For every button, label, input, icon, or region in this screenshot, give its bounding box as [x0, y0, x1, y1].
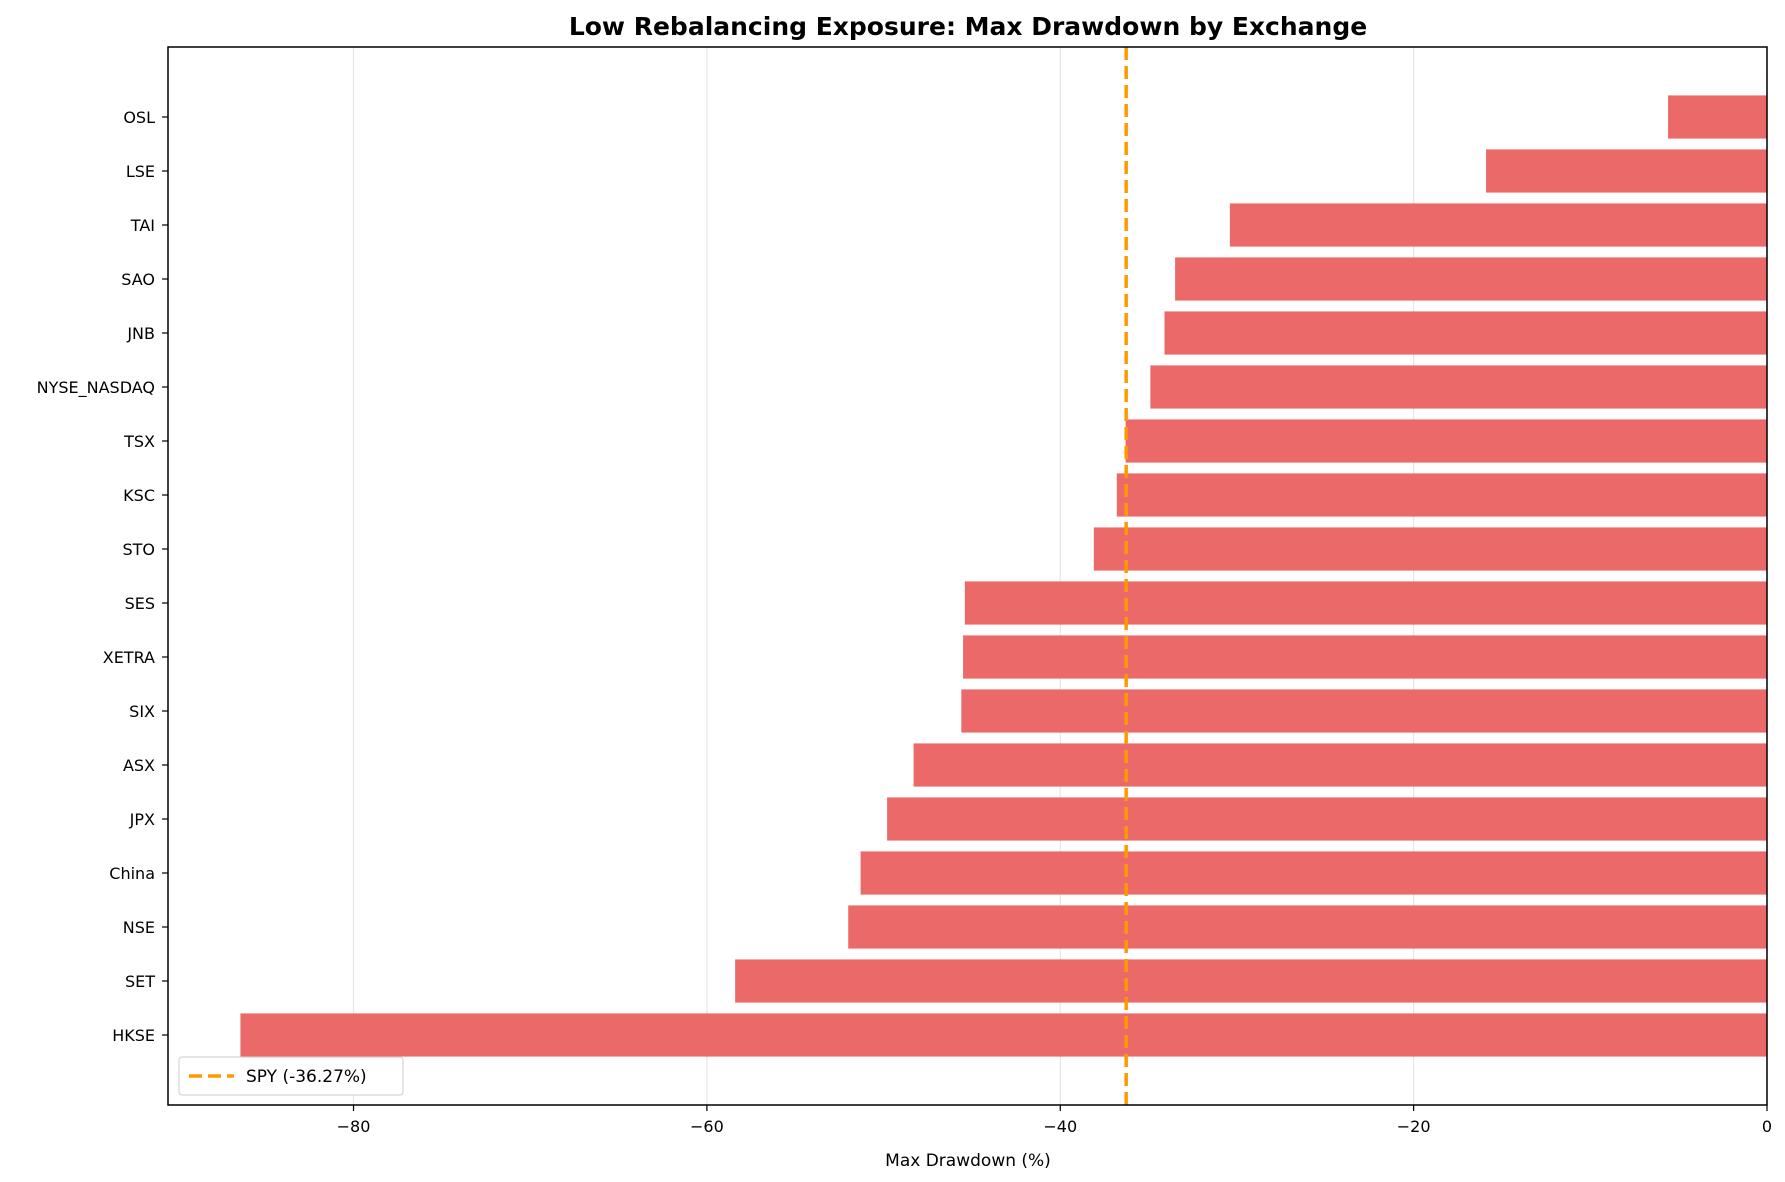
y-tick-label: NSE	[123, 918, 155, 937]
y-tick-label: NYSE_NASDAQ	[37, 378, 155, 398]
y-tick-label: SAO	[121, 270, 155, 289]
y-tick-label: KSC	[123, 486, 155, 505]
y-tick-label: ASX	[123, 756, 155, 775]
bar	[1175, 257, 1767, 301]
y-tick-label: TSX	[123, 432, 155, 451]
legend: SPY (-36.27%)	[178, 1056, 404, 1096]
bar	[1486, 149, 1767, 193]
y-tick-label: SET	[125, 972, 155, 991]
legend-box	[178, 1056, 404, 1096]
y-tick-label: OSL	[123, 108, 155, 127]
bars	[240, 95, 1767, 1057]
bar	[913, 743, 1767, 787]
y-tick-label: JPX	[129, 810, 155, 829]
x-tick-label: −60	[690, 1117, 724, 1136]
y-axis-ticks: OSL LSE TAI SAO JNB NYSE_NASDAQ TSX KSC STO SES XE…	[37, 108, 168, 1045]
bar	[848, 905, 1767, 949]
bar	[963, 635, 1767, 679]
bar	[961, 689, 1767, 733]
y-tick-label: JNB	[126, 324, 155, 343]
bar	[240, 1013, 1767, 1057]
bar	[887, 797, 1767, 841]
bar	[1164, 311, 1767, 355]
bar	[964, 581, 1767, 625]
x-tick-label: −40	[1043, 1117, 1077, 1136]
y-tick-label: HKSE	[112, 1026, 155, 1045]
bar	[1668, 95, 1767, 139]
x-axis-ticks: −80 −60 −40 −20 0	[337, 1105, 1772, 1136]
bar	[1093, 527, 1767, 571]
bar	[735, 959, 1767, 1003]
x-tick-label: −80	[337, 1117, 371, 1136]
chart-title: Low Rebalancing Exposure: Max Drawdown b…	[569, 12, 1367, 41]
legend-label-spy: SPY (-36.27%)	[246, 1067, 367, 1087]
bar	[1229, 203, 1767, 247]
y-tick-label: TAI	[130, 216, 155, 235]
bar	[1116, 473, 1767, 517]
plot-frame	[167, 46, 1768, 1106]
y-tick-label: SIX	[129, 702, 155, 721]
x-axis-label: Max Drawdown (%)	[885, 1151, 1051, 1171]
y-tick-label: XETRA	[103, 648, 155, 667]
y-tick-label: China	[109, 864, 155, 883]
y-tick-label: SES	[125, 594, 155, 613]
x-tick-label: 0	[1762, 1117, 1772, 1136]
x-tick-label: −20	[1397, 1117, 1431, 1136]
y-tick-label: LSE	[126, 162, 155, 181]
y-tick-label: STO	[122, 540, 155, 559]
bar	[860, 851, 1767, 895]
bar	[1150, 365, 1767, 409]
bar	[1125, 419, 1767, 463]
